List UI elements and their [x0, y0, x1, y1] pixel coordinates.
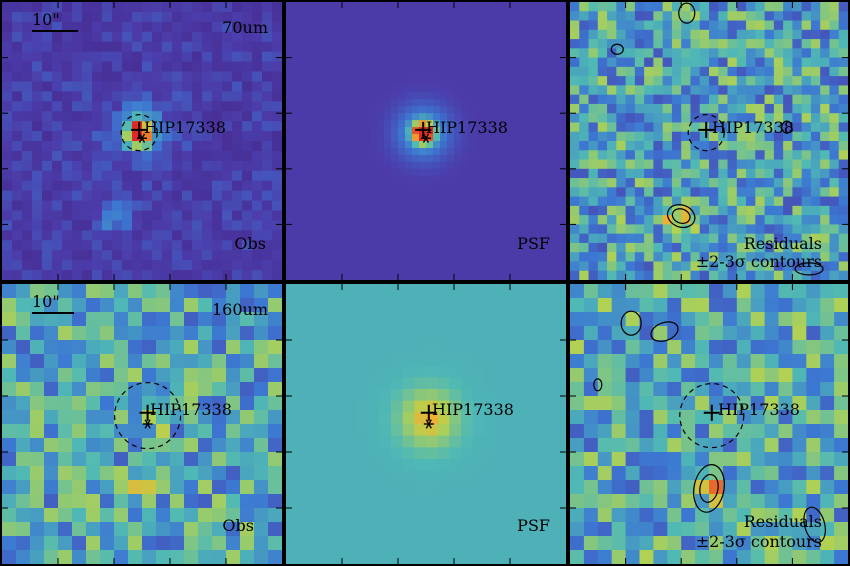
star-label: HIP17338 [150, 400, 232, 419]
panel-image [286, 2, 566, 280]
panel-160um-obs: 10" 160um HIP17338 Obs [0, 282, 284, 566]
panel-label-obs: Obs [222, 516, 254, 535]
star-label: HIP17338 [712, 118, 794, 137]
panel-image [2, 284, 282, 564]
star-label: HIP17338 [432, 400, 514, 419]
panel-70um-obs: 10" 70um HIP17338 Obs [0, 0, 284, 282]
star-label: HIP17338 [144, 118, 226, 137]
panel-image [570, 284, 848, 564]
contour-label: ±2-3σ contours [695, 532, 822, 551]
panel-160um-psf: HIP17338 PSF [284, 282, 568, 566]
panel-70um-residual: HIP17338 Residuals ±2-3σ contours [568, 0, 850, 282]
residual-label: Residuals [743, 512, 822, 531]
panel-image [570, 2, 848, 280]
band-label: 70um [222, 18, 268, 37]
star-label: HIP17338 [718, 400, 800, 419]
panel-label-obs: Obs [234, 234, 266, 253]
scale-label: 10" [32, 292, 60, 311]
panel-image [286, 284, 566, 564]
star-label: HIP17338 [426, 118, 508, 137]
panel-label-psf: PSF [517, 516, 550, 535]
band-label: 160um [211, 300, 268, 319]
residual-label: Residuals [743, 234, 822, 253]
contour-label: ±2-3σ contours [695, 252, 822, 271]
scale-bar [32, 30, 78, 32]
panel-label-psf: PSF [517, 234, 550, 253]
panel-image [2, 2, 282, 280]
panel-70um-psf: HIP17338 PSF [284, 0, 568, 282]
scale-label: 10" [32, 10, 60, 29]
panel-160um-residual: HIP17338 Residuals ±2-3σ contours [568, 282, 850, 566]
scale-bar [32, 312, 74, 314]
